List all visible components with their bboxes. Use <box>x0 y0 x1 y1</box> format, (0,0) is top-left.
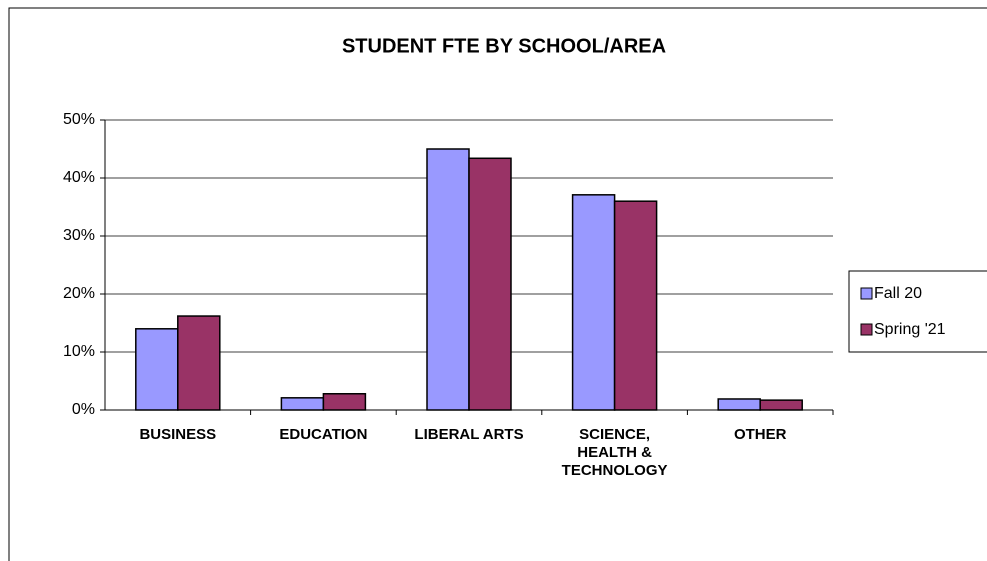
y-tick-label: 40% <box>63 169 95 186</box>
x-tick-label: OTHER <box>733 426 787 443</box>
y-tick-label: 20% <box>63 285 95 302</box>
legend-label: Spring '21 <box>874 321 946 338</box>
x-tick-label: EDUCATION <box>279 426 368 443</box>
bar <box>280 397 325 411</box>
y-tick-label: 10% <box>63 343 95 360</box>
legend-label: Fall 20 <box>874 285 922 302</box>
bar <box>468 157 512 411</box>
y-tick-label: 50% <box>63 111 95 128</box>
legend-swatch <box>860 323 873 336</box>
chart-frame <box>8 7 987 561</box>
y-tick-label: 30% <box>63 227 95 244</box>
bar <box>613 200 658 411</box>
bar <box>571 194 616 411</box>
legend-box <box>848 270 987 353</box>
bar <box>322 393 367 411</box>
x-tick-label: BUSINESS <box>139 426 217 443</box>
bar <box>759 399 803 411</box>
bar <box>177 315 221 411</box>
x-tick-label: LIBERAL ARTS <box>414 426 524 443</box>
x-tick-label: SCIENCE, HEALTH & TECHNOLOGY <box>561 426 668 479</box>
legend-swatch <box>860 287 873 300</box>
bar <box>717 398 761 411</box>
chart-title: STUDENT FTE BY SCHOOL/AREA <box>342 35 666 57</box>
bar <box>426 148 470 411</box>
bar <box>135 328 179 411</box>
y-tick-label: 0% <box>72 401 95 418</box>
